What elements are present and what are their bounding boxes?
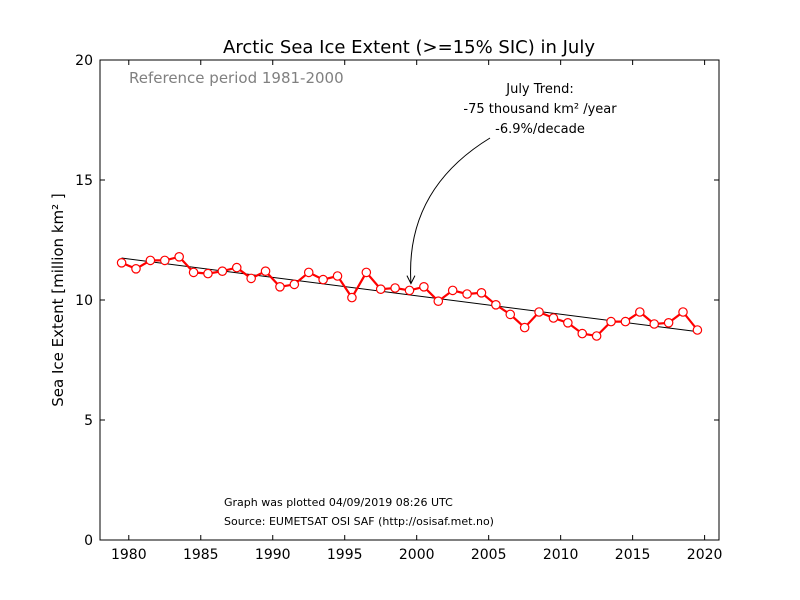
data-point — [491, 299, 501, 310]
y-tick-label-0: 0 — [84, 533, 93, 549]
y-tick-label-4: 20 — [75, 53, 93, 69]
data-point — [188, 267, 199, 278]
trend-arrow-shaft — [410, 137, 491, 284]
data-point — [231, 262, 242, 273]
data-point — [563, 317, 573, 328]
data-point — [620, 316, 631, 327]
data-point — [433, 296, 444, 306]
data-point — [404, 285, 415, 296]
data-point — [678, 307, 688, 317]
data-point — [606, 316, 616, 327]
data-point — [116, 257, 127, 268]
data-point — [577, 328, 588, 339]
series-points — [116, 251, 703, 341]
data-point — [318, 274, 328, 285]
data-point — [332, 271, 343, 281]
data-point — [591, 331, 602, 341]
data-point — [361, 267, 372, 278]
x-tick-label-8: 2020 — [687, 547, 723, 563]
plotted-note: Graph was plotted 04/09/2019 08:26 UTC — [224, 496, 453, 509]
data-point — [476, 287, 487, 298]
trend-title: July Trend: — [505, 82, 573, 97]
x-tick-label-6: 2010 — [543, 547, 579, 563]
data-point — [131, 263, 141, 274]
data-point — [289, 279, 300, 290]
data-point — [505, 309, 516, 320]
data-point — [519, 322, 530, 333]
trend-rate: -75 thousand km² /year — [463, 102, 617, 117]
data-point — [145, 255, 156, 266]
data-point — [217, 266, 228, 276]
data-point — [375, 284, 386, 294]
trend-arrow-head — [406, 275, 416, 285]
data-point — [649, 319, 660, 329]
y-tick-label-3: 15 — [75, 173, 93, 189]
data-point — [203, 268, 213, 279]
data-point — [692, 325, 703, 335]
x-tick-label-2: 1990 — [255, 547, 291, 563]
source-note: Source: EUMETSAT OSI SAF (http://osisaf.… — [224, 515, 494, 528]
data-point — [534, 307, 544, 317]
y-tick-label-1: 5 — [84, 413, 93, 429]
x-tick-label-1: 1985 — [183, 547, 219, 563]
data-point — [174, 251, 184, 262]
x-tick-label-3: 1995 — [327, 547, 363, 563]
axis-ticks: 1980 1985 1990 1995 2000 2005 2010 2015 20200510… — [75, 53, 722, 563]
x-tick-label-0: 1980 — [111, 547, 147, 563]
data-point — [246, 273, 256, 284]
data-point — [159, 255, 170, 266]
data-point — [548, 313, 559, 323]
x-tick-label-5: 2005 — [471, 547, 507, 563]
data-point — [419, 281, 429, 292]
x-tick-label-7: 2015 — [615, 547, 651, 563]
data-point — [390, 283, 400, 293]
data-point — [635, 307, 645, 317]
trend-percent: -6.9%/decade — [495, 122, 585, 137]
reference-period-label: Reference period 1981-2000 — [129, 69, 344, 87]
y-tick-label-2: 10 — [75, 293, 93, 309]
data-point — [347, 292, 357, 303]
chart-title: Arctic Sea Ice Extent (>=15% SIC) in Jul… — [223, 37, 595, 58]
plot-frame — [99, 59, 720, 541]
trend-arrow — [406, 137, 491, 285]
x-tick-label-4: 2000 — [399, 547, 435, 563]
data-point — [663, 317, 674, 328]
data-point — [275, 281, 285, 292]
y-axis-label: Sea Ice Extent [million km² ] — [49, 193, 67, 407]
data-point — [303, 267, 314, 278]
data-point — [447, 285, 458, 296]
data-point — [462, 289, 472, 299]
data-point — [260, 266, 271, 276]
